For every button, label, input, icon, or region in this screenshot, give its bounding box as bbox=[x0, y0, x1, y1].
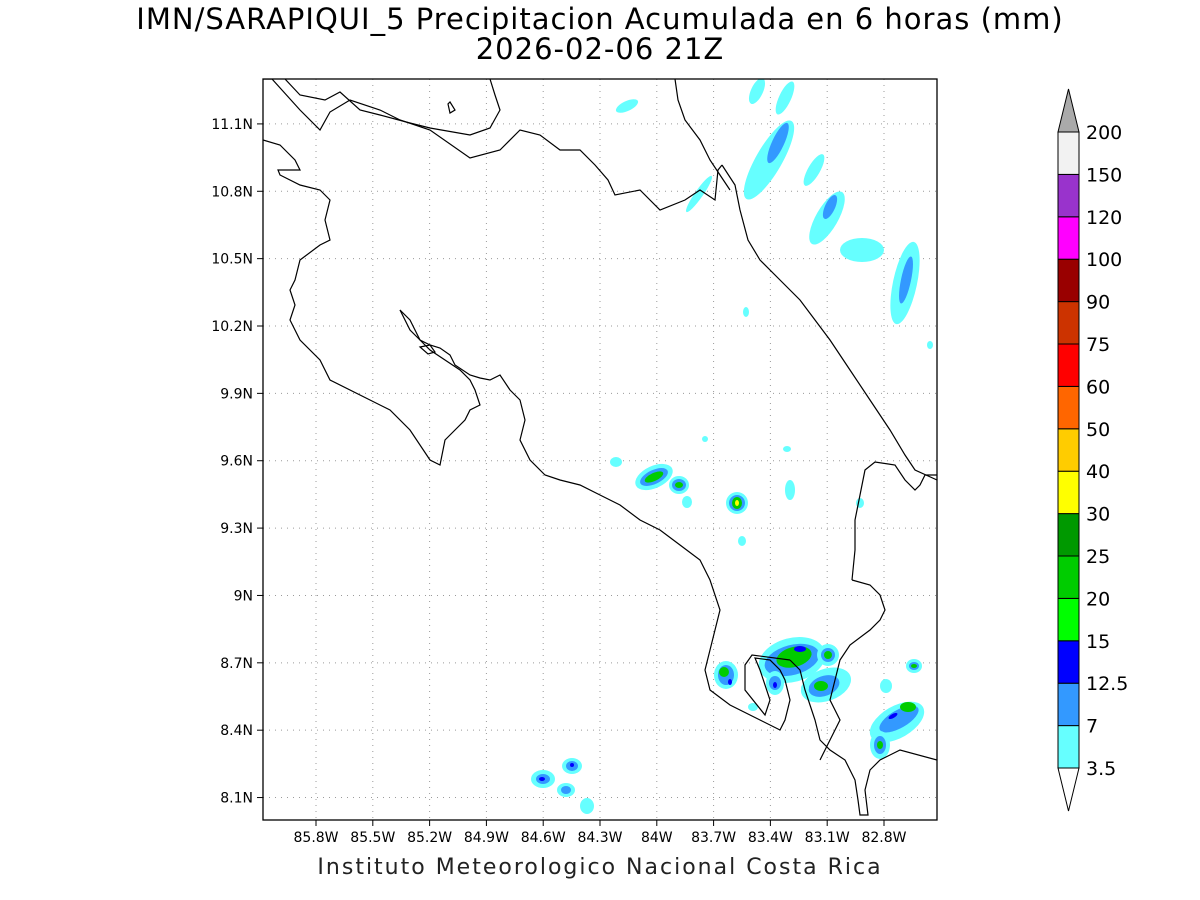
colorbar-swatch bbox=[1057, 513, 1080, 557]
caribbean-coast bbox=[721, 164, 937, 481]
colorbar-level-label: 25 bbox=[1086, 546, 1110, 568]
lon-tick-label: 85.2W bbox=[407, 830, 452, 846]
precip-cell bbox=[880, 659, 922, 693]
lat-tick-label: 11.1N bbox=[211, 117, 253, 133]
map-plot-area bbox=[263, 79, 937, 820]
colorbar-level-label: 60 bbox=[1086, 376, 1110, 398]
colorbar-level-label: 20 bbox=[1086, 588, 1110, 610]
small-island bbox=[447, 101, 456, 114]
colorbar-min-arrow bbox=[1057, 767, 1080, 812]
colorbar-level-label: 120 bbox=[1086, 207, 1122, 229]
precip-cell bbox=[635, 463, 673, 491]
precip-cell bbox=[809, 191, 845, 245]
lon-tick-label: 85.5W bbox=[350, 830, 395, 846]
colorbar-level-label: 200 bbox=[1086, 122, 1122, 144]
colorbar-legend: 3.5 7 12.5 15 20 25 30 40 50 60 75 90 100 120 150 200 bbox=[1057, 88, 1128, 812]
pacific-coast-north bbox=[263, 139, 481, 466]
colorbar-swatch bbox=[1057, 682, 1080, 727]
colorbar-swatch bbox=[1057, 301, 1080, 345]
nicaragua-border bbox=[263, 79, 723, 211]
nicoya-gulf bbox=[399, 309, 791, 731]
lon-tick-label: 84.6W bbox=[521, 830, 566, 846]
lon-tick-label: 84W bbox=[641, 830, 673, 846]
colorbar-swatch bbox=[1057, 470, 1080, 515]
precip-cell bbox=[775, 81, 795, 115]
precip-cell bbox=[615, 99, 639, 113]
lon-tick-label: 83.1W bbox=[805, 830, 850, 846]
lat-tick-label: 10.5N bbox=[211, 252, 253, 268]
footer-credit: Instituto Meteorologico Nacional Costa R… bbox=[317, 855, 883, 880]
colorbar-swatch bbox=[1057, 173, 1080, 218]
lat-tick-label: 10.8N bbox=[211, 184, 253, 200]
panama-border bbox=[819, 579, 886, 761]
lake-nicaragua-shore bbox=[284, 79, 501, 136]
precip-cell bbox=[748, 703, 758, 711]
colorbar-level-label: 12.5 bbox=[1086, 673, 1128, 695]
colorbar-level-label: 30 bbox=[1086, 504, 1110, 526]
lon-tick-label: 84.3W bbox=[577, 830, 622, 846]
colorbar-swatch bbox=[1057, 216, 1080, 260]
colorbar-level-label: 3.5 bbox=[1086, 758, 1116, 780]
precip-cell bbox=[748, 79, 766, 104]
colorbar-swatch bbox=[1057, 258, 1080, 303]
map-frame bbox=[262, 78, 938, 821]
precip-cell bbox=[531, 758, 594, 814]
lon-tick-label: 84.9W bbox=[464, 830, 509, 846]
lat-tick-label: 8.1N bbox=[220, 791, 253, 807]
coastlines-borders bbox=[263, 79, 937, 816]
colorbar-swatch bbox=[1057, 555, 1080, 599]
lon-tick-label: 85.8W bbox=[294, 830, 339, 846]
precip-cell bbox=[714, 661, 738, 689]
precip-cell bbox=[840, 238, 884, 262]
lat-tick-label: 9N bbox=[234, 588, 253, 604]
lat-tick-label: 8.7N bbox=[220, 656, 253, 672]
colorbar-swatch bbox=[1057, 343, 1080, 387]
lon-tick-label: 83.4W bbox=[748, 830, 793, 846]
colorbar-level-label: 40 bbox=[1086, 461, 1110, 483]
precip-cell bbox=[743, 120, 795, 200]
colorbar-level-label: 50 bbox=[1086, 419, 1110, 441]
precip-cell bbox=[610, 436, 791, 467]
precip-cell bbox=[890, 241, 920, 325]
colorbar-swatch bbox=[1057, 640, 1080, 684]
chart-title: IMN/SARAPIQUI_5 Precipitacion Acumulada … bbox=[136, 2, 1064, 36]
precip-cell bbox=[803, 154, 825, 186]
precip-cell bbox=[870, 731, 890, 759]
colorbar-swatch bbox=[1057, 597, 1080, 642]
colorbar-level-label: 7 bbox=[1086, 716, 1098, 738]
colorbar-level-label: 75 bbox=[1086, 334, 1110, 356]
caribbean-coast-inner bbox=[674, 79, 731, 191]
precip-cell bbox=[817, 644, 839, 666]
lagoon bbox=[418, 344, 436, 355]
lon-tick-label: 82.8W bbox=[861, 830, 906, 846]
lat-tick-label: 10.2N bbox=[211, 319, 253, 335]
lat-tick-label: 9.3N bbox=[220, 521, 253, 537]
colorbar-level-label: 150 bbox=[1086, 164, 1122, 186]
lat-tick-label: 8.4N bbox=[220, 723, 253, 739]
colorbar-swatch bbox=[1057, 725, 1080, 769]
colorbar-level-label: 100 bbox=[1086, 249, 1122, 271]
colorbar-max-arrow bbox=[1057, 88, 1080, 133]
lat-lon-grid: 11.1N 10.8N 10.5N 10.2N 9.9N 9.6N 9.3N 9N 8.7N 8.… bbox=[211, 79, 937, 846]
chart-subtitle-date: 2026-02-06 21Z bbox=[475, 32, 725, 66]
lon-tick-label: 83.7W bbox=[691, 830, 736, 846]
precip-cell bbox=[766, 671, 784, 695]
precip-cell bbox=[726, 492, 748, 514]
colorbar-swatch bbox=[1057, 385, 1080, 430]
precip-cell bbox=[685, 175, 713, 213]
osa-peninsula bbox=[789, 659, 937, 816]
precip-cell bbox=[669, 476, 689, 494]
panama-caribbean bbox=[851, 461, 937, 581]
colorbar-swatch bbox=[1057, 131, 1080, 175]
colorbar-swatch bbox=[1057, 428, 1080, 472]
colorbar-level-label: 15 bbox=[1086, 631, 1110, 653]
precip-cell bbox=[743, 307, 933, 349]
precip-cell bbox=[682, 496, 692, 508]
colorbar-level-label: 90 bbox=[1086, 292, 1110, 314]
lat-tick-label: 9.9N bbox=[220, 386, 253, 402]
lat-tick-label: 9.6N bbox=[220, 454, 253, 470]
